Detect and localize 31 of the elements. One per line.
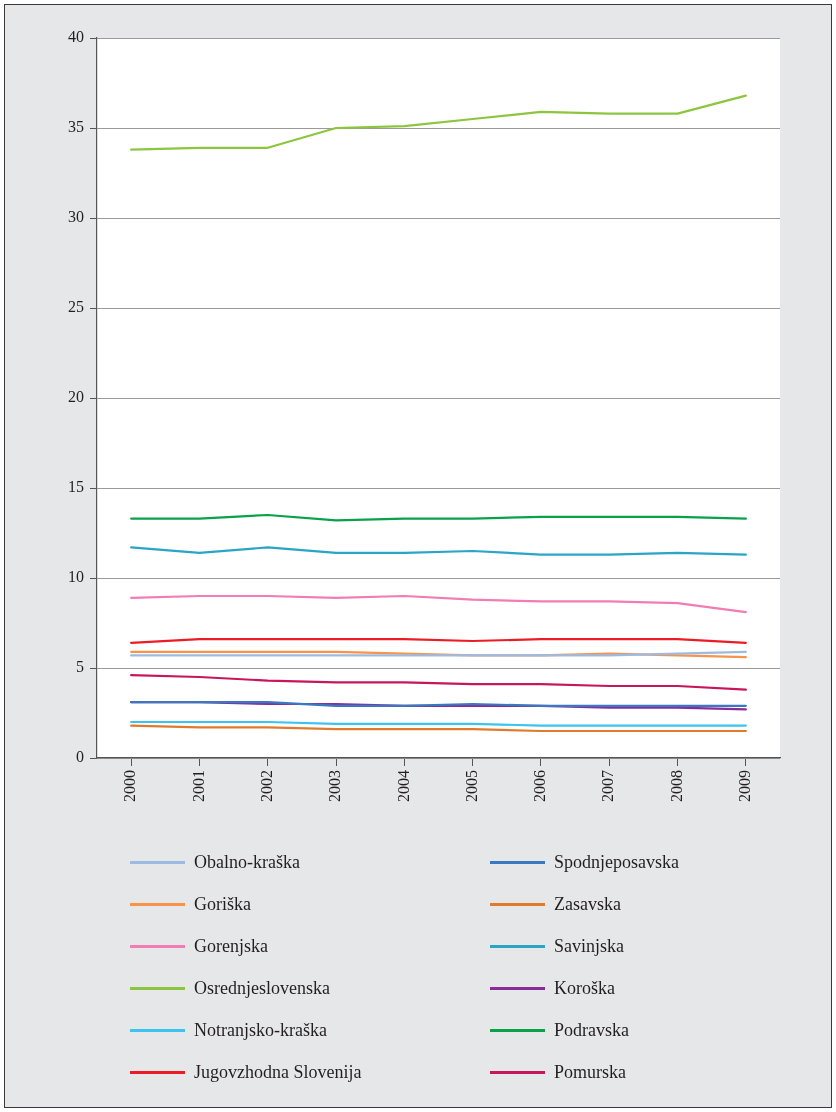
legend-label: Podravska — [554, 1019, 629, 1041]
y-tick-label: 20 — [68, 388, 84, 406]
y-tick-label: 30 — [68, 208, 84, 226]
x-tick-label: 2006 — [531, 770, 549, 802]
x-tick-label: 2007 — [599, 770, 617, 802]
x-tick-label: 2004 — [394, 770, 412, 802]
legend-label: Koroška — [554, 977, 615, 999]
x-tick-label: 2001 — [189, 770, 207, 802]
x-tick-label: 2008 — [667, 770, 685, 802]
legend-label: Pomurska — [554, 1061, 626, 1083]
y-tick-label: 25 — [68, 298, 84, 316]
legend-label: Osrednjeslovenska — [194, 977, 330, 999]
legend-label: Gorenjska — [194, 935, 268, 957]
y-tick-label: 15 — [68, 478, 84, 496]
y-tick-label: 0 — [76, 748, 84, 766]
legend-label: Goriška — [194, 893, 251, 915]
legend-label: Jugovzhodna Slovenija — [194, 1061, 362, 1083]
x-tick-label: 2000 — [121, 770, 139, 802]
y-tick-label: 35 — [68, 118, 84, 136]
legend-label: Zasavska — [554, 893, 621, 915]
y-tick-label: 10 — [68, 568, 84, 586]
legend-label: Savinjska — [554, 935, 624, 957]
x-tick-label: 2002 — [257, 770, 275, 802]
y-tick-label: 5 — [76, 658, 84, 676]
y-tick-label: 40 — [68, 28, 84, 46]
legend-label: Spodnjeposavska — [554, 851, 679, 873]
legend-label: Obalno-kraška — [194, 851, 300, 873]
x-tick-label: 2009 — [736, 770, 754, 802]
x-tick-label: 2005 — [462, 770, 480, 802]
x-tick-label: 2003 — [326, 770, 344, 802]
legend-label: Notranjsko-kraška — [194, 1019, 327, 1041]
